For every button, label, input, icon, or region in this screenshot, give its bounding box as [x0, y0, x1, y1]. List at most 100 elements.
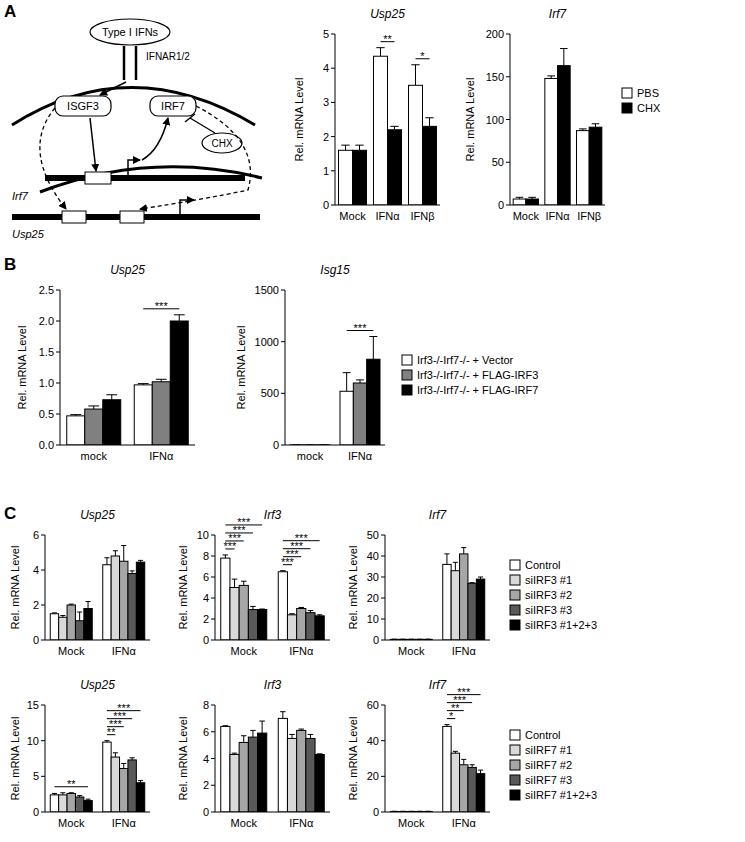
bar-chart: 050100150200MockIFNαIFNβRel. mRNA LevelI… — [464, 7, 661, 222]
error-cap — [461, 547, 466, 548]
y-tick — [506, 205, 510, 206]
chart-title: Isg15 — [320, 263, 350, 277]
error-cap — [369, 336, 377, 337]
x-tick-label: Mock — [398, 645, 425, 657]
error-line — [234, 579, 235, 587]
x-tick-label: IFNα — [375, 210, 400, 222]
chart-title: Usp25 — [110, 263, 145, 277]
error-cap — [104, 557, 109, 558]
legend-label: siIRF7 #2 — [525, 759, 572, 771]
y-tick-label: 0 — [273, 439, 279, 451]
x-tick-label: Mock — [339, 210, 366, 222]
bar — [84, 609, 92, 641]
error-cap — [250, 730, 256, 731]
chart-title: Irf7 — [429, 508, 448, 522]
error-cap — [308, 610, 314, 611]
error-line — [429, 118, 430, 127]
x-tick-label: IFNα — [452, 645, 477, 657]
y-tick-label: 1.0 — [39, 377, 54, 389]
y-tick — [41, 605, 45, 606]
y-tick — [381, 705, 385, 706]
error-bar — [317, 615, 323, 616]
legend-swatch — [510, 760, 520, 770]
plot-area — [221, 712, 325, 812]
error-cap — [343, 372, 351, 373]
error-cap — [52, 793, 57, 794]
y-tick — [41, 705, 45, 706]
x-tick-label: IFNα — [112, 817, 137, 829]
legend: ControlsiIRF7 #1siIRF7 #2siIRF7 #3siIRF7… — [510, 729, 597, 801]
error-bar — [280, 571, 286, 572]
y-tick-label: 40 — [367, 735, 379, 747]
legend-label: Control — [525, 559, 560, 571]
error-line — [480, 770, 481, 774]
error-bar — [280, 712, 286, 719]
y-tick — [506, 162, 510, 163]
receptor — [135, 46, 138, 80]
x-axis — [385, 640, 490, 641]
error-cap — [232, 579, 238, 580]
bar — [258, 733, 267, 812]
y-tick-label: 6 — [33, 529, 39, 541]
y-tick-label: 20 — [367, 592, 379, 604]
x-tick-label: IFNα — [452, 817, 477, 829]
y-axis — [215, 535, 216, 640]
error-bar — [341, 145, 349, 150]
legend-swatch — [510, 560, 520, 570]
bar — [50, 614, 58, 640]
y-tick — [211, 556, 215, 557]
error-line — [243, 736, 244, 743]
x-tick-label: Mock — [58, 817, 85, 829]
y-axis-label: Rel. mRNA Level — [347, 546, 359, 630]
error-cap — [138, 383, 149, 384]
legend-swatch — [510, 790, 520, 800]
irf7-box — [150, 96, 196, 116]
significance-label: *** — [295, 532, 309, 544]
bar — [287, 615, 296, 640]
bar — [103, 400, 121, 445]
bar — [339, 150, 353, 205]
error-bar — [470, 765, 475, 768]
y-axis — [45, 705, 46, 812]
error-bar — [88, 406, 99, 409]
error-bar — [106, 395, 117, 400]
error-bar — [113, 551, 118, 556]
y-tick-label: 0 — [203, 634, 209, 646]
y-tick — [506, 34, 510, 35]
error-bar — [453, 562, 458, 570]
error-line — [123, 546, 124, 562]
error-cap — [232, 753, 238, 754]
y-tick — [56, 414, 60, 415]
legend: Irf3-/-Irf7-/- + VectorIrf3-/-Irf7-/- + … — [402, 354, 538, 396]
error-line — [380, 48, 381, 57]
x-tick-label: IFNβ — [410, 210, 434, 222]
y-tick — [331, 34, 335, 35]
y-tick-label: 20 — [367, 770, 379, 782]
error-line — [111, 395, 112, 400]
error-cap — [579, 128, 587, 129]
error-cap — [130, 757, 135, 758]
error-bar — [113, 753, 118, 757]
error-cap — [88, 405, 99, 406]
error-bar — [130, 571, 135, 574]
legend-label: siIRF3 #3 — [525, 604, 572, 616]
y-tick-label: 150 — [486, 71, 504, 83]
inhibition-bar — [185, 114, 195, 122]
error-cap — [70, 414, 81, 415]
y-tick-label: 0.5 — [39, 408, 54, 420]
error-cap — [104, 740, 109, 741]
error-bar — [156, 379, 167, 381]
bar — [545, 78, 558, 205]
error-bar — [478, 770, 483, 774]
error-cap — [298, 607, 304, 608]
legend-swatch — [510, 745, 520, 755]
y-tick-label: 4 — [203, 592, 209, 604]
plot-area — [67, 315, 189, 445]
y-tick-label: 2 — [203, 779, 209, 791]
y-tick-label: 5 — [33, 770, 39, 782]
y-tick-label: 0 — [373, 634, 379, 646]
y-tick-label: 10 — [197, 529, 209, 541]
node-label: Type I IFNs — [102, 26, 159, 38]
bar — [221, 726, 230, 812]
x-tick-label: Mock — [58, 645, 85, 657]
